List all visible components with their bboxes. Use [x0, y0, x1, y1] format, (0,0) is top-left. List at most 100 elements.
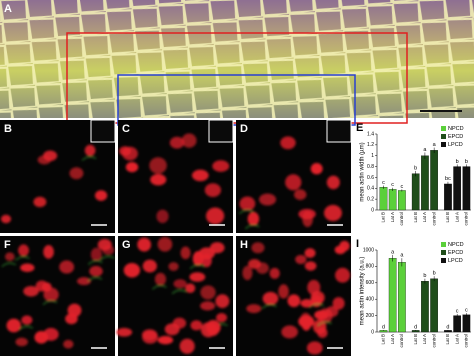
y-tick-label: 1.2 — [367, 142, 374, 148]
legend-label: EPCD — [448, 134, 463, 140]
nucleus — [200, 301, 216, 311]
y-tick-label: 600 — [366, 280, 375, 286]
bar — [398, 190, 406, 211]
nucleus — [215, 294, 230, 309]
nucleus — [15, 337, 28, 347]
y-axis-label: mean actin width (µm) — [360, 142, 366, 201]
nucleus — [192, 251, 204, 267]
nucleus — [59, 260, 75, 274]
legend-label: NPCD — [448, 126, 464, 132]
nucleus — [205, 207, 225, 225]
nucleus — [21, 315, 33, 325]
bar — [430, 278, 438, 333]
legend-swatch — [441, 134, 446, 139]
nucleus — [251, 242, 265, 254]
panel-label: H — [240, 239, 248, 251]
actin-filament — [100, 256, 115, 261]
bar — [411, 173, 420, 211]
panel-label: D — [240, 123, 248, 135]
actin-filament — [189, 264, 205, 270]
nucleus — [247, 211, 260, 226]
stain-layer — [1, 238, 115, 349]
y-tick-label: 400 — [366, 297, 375, 303]
stain-layer — [0, 144, 108, 224]
significance-letter: c — [382, 180, 385, 186]
nucleus — [295, 254, 307, 265]
panel-label: C — [122, 123, 130, 135]
y-tick-label: 0 — [371, 329, 374, 335]
nucleus — [310, 163, 323, 175]
actin-filament — [262, 304, 277, 309]
nucleus — [123, 263, 141, 278]
nucleus — [18, 244, 30, 257]
nucleus — [242, 265, 253, 281]
legend-label: LPCD — [448, 142, 463, 148]
nucleus — [185, 283, 196, 293]
y-axis-label: mean actin intensity (a.u.) — [360, 257, 366, 326]
bar — [453, 315, 462, 333]
nucleus — [262, 291, 279, 306]
legend-swatch — [441, 142, 446, 147]
nucleus — [306, 341, 323, 355]
nucleus — [179, 338, 195, 354]
x-tick-label: control — [464, 334, 469, 348]
legend-swatch — [441, 126, 446, 131]
nucleus — [307, 279, 321, 296]
inset — [326, 119, 352, 143]
bar — [421, 155, 429, 211]
nucleus — [304, 261, 317, 271]
significance-letter: d — [446, 324, 449, 330]
stain-layer — [239, 136, 342, 230]
x-tick-label: control — [431, 334, 436, 348]
bar — [379, 187, 388, 211]
x-tick-label: Lat B — [413, 334, 418, 345]
nucleus — [281, 325, 298, 339]
micrograph: D — [236, 119, 352, 233]
nucleus — [6, 318, 21, 333]
x-tick-label: Lat B — [381, 212, 386, 223]
bar — [388, 258, 397, 333]
x-tick-label: Lat B — [445, 212, 450, 223]
actin-filament — [15, 256, 30, 261]
x-tick-label: Lat B — [413, 212, 418, 223]
significance-letter: a — [423, 147, 427, 153]
bar — [430, 150, 438, 211]
nucleus — [293, 189, 307, 200]
x-tick-label: Lat B — [381, 334, 386, 345]
significance-letter: c — [456, 308, 459, 314]
nucleus — [168, 262, 179, 271]
x-tick-label: control — [431, 212, 436, 226]
nucleus — [65, 313, 78, 325]
nucleus — [157, 236, 173, 252]
y-tick-label: 1 — [371, 153, 374, 159]
actin-filament — [42, 300, 58, 305]
nucleus — [43, 244, 54, 259]
panel-label: E — [356, 122, 363, 134]
actin-filament — [239, 209, 254, 215]
legend-swatch — [441, 250, 446, 255]
significance-letter: b — [423, 273, 426, 279]
bar — [398, 262, 406, 333]
nucleus — [259, 193, 277, 206]
nucleus — [156, 209, 169, 224]
significance-letter: c — [391, 182, 394, 188]
significance-letter: a — [400, 253, 404, 259]
x-tick-label: Lat A — [422, 334, 427, 344]
nucleus — [317, 327, 328, 339]
nucleus — [300, 312, 312, 328]
nucleus — [180, 246, 191, 260]
nucleus — [314, 310, 329, 320]
nucleus — [20, 263, 35, 272]
nucleus — [76, 277, 91, 286]
bar — [421, 281, 429, 333]
actin-filament — [81, 156, 97, 161]
x-tick-label: Lat A — [454, 334, 459, 344]
nucleus — [334, 245, 346, 255]
y-tick-label: 0.2 — [367, 196, 374, 202]
significance-letter: a — [391, 249, 395, 255]
bar — [453, 166, 462, 211]
nucleus — [285, 174, 302, 191]
nucleus — [207, 323, 219, 337]
inset — [208, 119, 234, 143]
nucleus — [190, 320, 203, 331]
